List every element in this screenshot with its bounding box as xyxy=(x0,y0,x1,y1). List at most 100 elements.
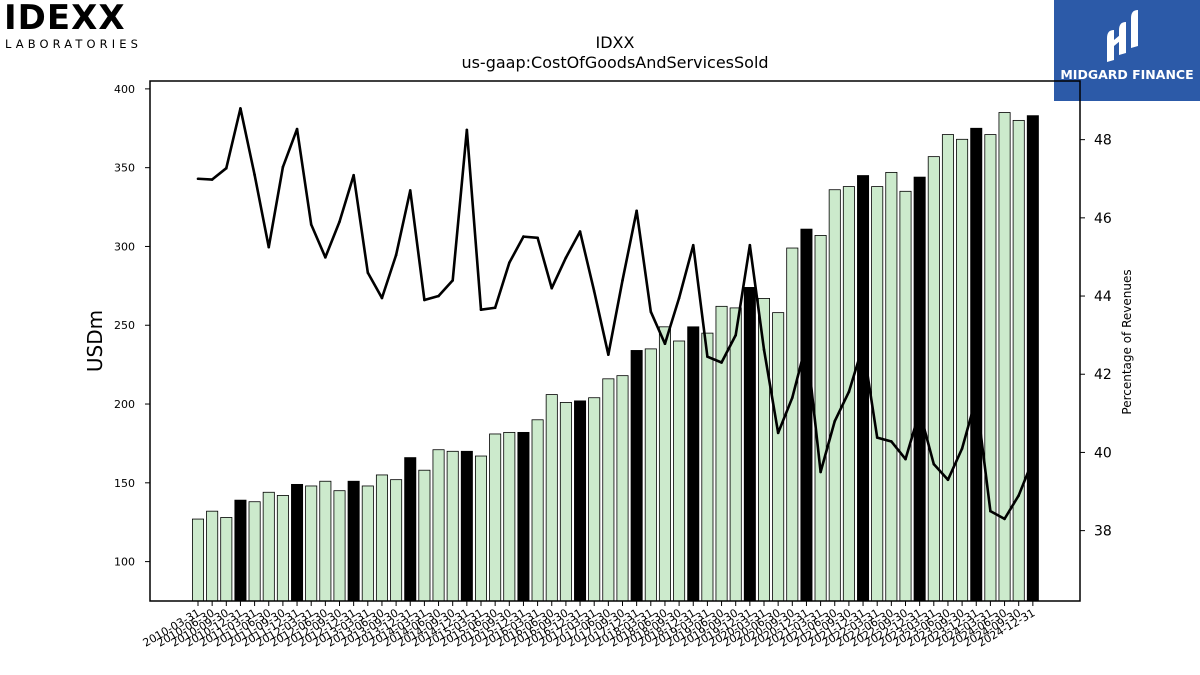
bar xyxy=(503,431,516,602)
bar xyxy=(701,332,714,602)
percentage-point xyxy=(932,462,936,466)
percentage-point xyxy=(309,223,313,226)
bar xyxy=(333,490,346,602)
bar xyxy=(913,176,926,602)
bar xyxy=(644,348,657,602)
bar xyxy=(1026,115,1039,602)
percentage-point xyxy=(592,290,596,293)
bar xyxy=(220,517,233,602)
percentage-point xyxy=(295,127,299,131)
bar xyxy=(899,190,912,602)
percentage-point xyxy=(550,286,554,290)
bar xyxy=(390,479,403,602)
bar xyxy=(319,480,332,602)
percentage-point xyxy=(493,306,497,310)
bar xyxy=(588,397,601,602)
y2-tick-label: 38 xyxy=(1094,524,1112,540)
chart-subtitle: us-gaap:CostOfGoodsAndServicesSold xyxy=(461,53,769,72)
bar xyxy=(743,287,756,602)
idexx-logo-wordmark: IDEXX xyxy=(4,0,126,38)
percentage-point xyxy=(423,298,426,302)
bar xyxy=(828,189,841,602)
bar xyxy=(715,305,728,602)
bar xyxy=(418,469,431,602)
percentage-point xyxy=(267,245,271,249)
bar xyxy=(998,112,1011,602)
percentage-point xyxy=(225,166,228,170)
y2-tick-label: 44 xyxy=(1094,289,1112,305)
bar xyxy=(248,501,261,602)
y2-tick-label: 40 xyxy=(1094,445,1112,461)
percentage-point xyxy=(239,107,242,110)
idexx-logo-subtitle: LABORATORIES xyxy=(5,37,142,51)
percentage-point xyxy=(904,457,907,461)
bar xyxy=(291,483,304,602)
percentage-point xyxy=(508,261,511,265)
bar xyxy=(786,247,799,602)
bar xyxy=(545,394,558,602)
percentage-point xyxy=(918,410,921,413)
percentage-point xyxy=(451,279,455,282)
percentage-point xyxy=(437,294,440,298)
percentage-point xyxy=(974,396,978,399)
percentage-point xyxy=(691,243,695,247)
percentage-point xyxy=(946,478,950,482)
percentage-point xyxy=(819,470,822,474)
percentage-point xyxy=(861,344,865,347)
percentage-point xyxy=(522,235,525,238)
bar xyxy=(1012,119,1025,602)
percentage-point xyxy=(479,308,483,312)
percentage-point xyxy=(253,173,256,177)
bar xyxy=(658,326,671,602)
percentage-point xyxy=(1017,494,1020,497)
bar xyxy=(474,455,487,602)
percentage-point xyxy=(536,236,539,240)
bar xyxy=(927,156,940,602)
percentage-point xyxy=(663,342,667,346)
percentage-point xyxy=(734,333,737,337)
y-tick-label: 350 xyxy=(114,162,135,175)
bar xyxy=(673,340,686,602)
plot-frame xyxy=(149,80,1081,602)
percentage-point xyxy=(465,128,469,132)
y-tick-label: 200 xyxy=(114,398,135,411)
bar xyxy=(800,228,813,602)
percentage-point xyxy=(281,165,285,169)
idexx-logo: IDEXX LABORATORIES xyxy=(4,0,154,51)
y-axis-label: USDm xyxy=(83,310,107,372)
percentage-line xyxy=(197,107,1035,521)
percentage-point xyxy=(791,396,794,399)
bar xyxy=(630,350,643,602)
chart-title: IDXX xyxy=(595,33,635,52)
y-tick-label: 250 xyxy=(114,319,135,332)
y2-tick-label: 42 xyxy=(1094,367,1112,383)
bar xyxy=(984,134,997,602)
percentage-point xyxy=(607,353,610,356)
bar xyxy=(885,171,898,602)
bar xyxy=(602,378,615,602)
percentage-point xyxy=(833,419,837,423)
percentage-point xyxy=(989,509,992,513)
bar xyxy=(729,307,742,602)
percentage-point xyxy=(677,296,681,300)
bar xyxy=(432,449,445,602)
bar xyxy=(772,312,785,602)
bar xyxy=(970,127,983,602)
bar xyxy=(687,326,700,602)
y2-tick-label: 48 xyxy=(1094,133,1112,149)
y2-tick-label: 46 xyxy=(1094,211,1112,227)
percentage-point xyxy=(720,361,723,364)
y2-axis-label: Percentage of Revenues xyxy=(1120,269,1134,414)
midgard-finance-logo: MIDGARD FINANCE xyxy=(1054,0,1200,101)
percentage-point xyxy=(890,440,893,443)
bar xyxy=(857,175,870,602)
midgard-logo-text: MIDGARD FINANCE xyxy=(1060,67,1194,82)
y-tick-label: 300 xyxy=(114,240,135,253)
bar xyxy=(305,485,318,602)
bar xyxy=(262,491,275,602)
percentage-point xyxy=(408,189,412,192)
bar xyxy=(814,235,827,602)
percentage-point xyxy=(196,177,200,181)
percentage-point xyxy=(564,256,568,260)
bar xyxy=(276,495,289,602)
